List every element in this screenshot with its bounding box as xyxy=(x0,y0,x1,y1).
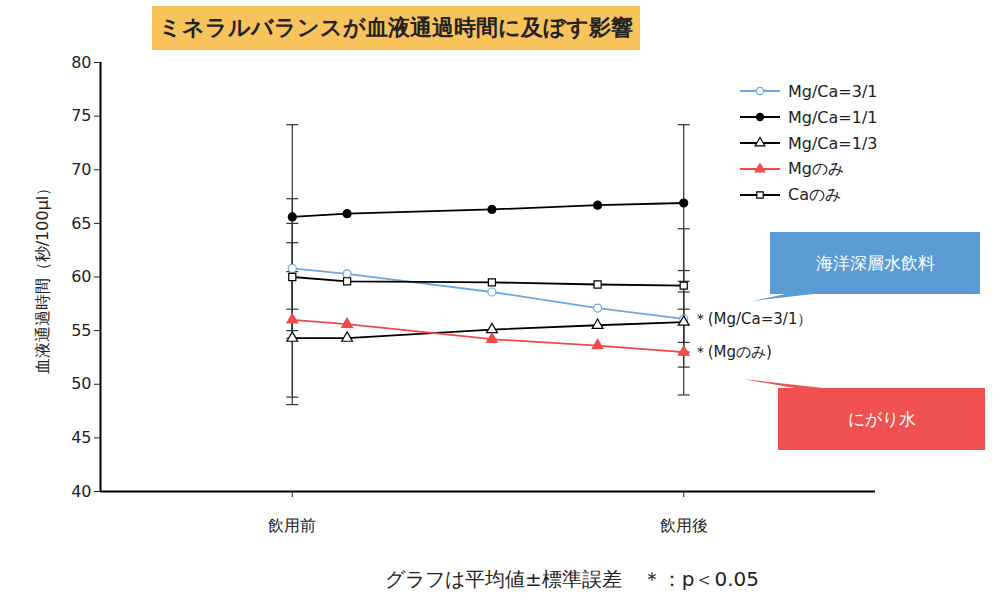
svg-text:飲用前: 飲用前 xyxy=(268,516,316,535)
svg-text:45: 45 xyxy=(71,428,91,447)
html-text:Caのみ: Caのみ xyxy=(788,184,841,204)
svg-text:50: 50 xyxy=(71,374,91,393)
svg-text:70: 70 xyxy=(71,160,91,179)
svg-text:血液通過時間（秒/100μl）: 血液通過時間（秒/100μl） xyxy=(33,180,52,375)
svg-text:＊(Mgのみ): ＊(Mgのみ) xyxy=(693,343,772,361)
svg-text:80: 80 xyxy=(71,53,91,72)
html-text:Mg/Ca=1/3: Mg/Ca=1/3 xyxy=(788,133,878,153)
svg-text:飲用後: 飲用後 xyxy=(660,516,708,535)
svg-text:75: 75 xyxy=(71,106,91,125)
svg-text:＊(Mg/Ca=3/1）: ＊(Mg/Ca=3/1） xyxy=(693,310,813,328)
svg-text:60: 60 xyxy=(71,267,91,286)
svg-text:65: 65 xyxy=(71,213,91,232)
html-text:にがり水: にがり水 xyxy=(847,408,916,429)
html-text:ミネラルバランスが血液通過時間に及ぼす影響: ミネラルバランスが血液通過時間に及ぼす影響 xyxy=(159,15,633,40)
html-text:グラフは平均値±標準誤差 ＊：p＜0.05: グラフは平均値±標準誤差 ＊：p＜0.05 xyxy=(385,567,759,591)
html-text:海洋深層水飲料: 海洋深層水飲料 xyxy=(815,252,935,273)
html-text:Mg/Ca=1/1: Mg/Ca=1/1 xyxy=(788,107,878,127)
html-text:Mgのみ: Mgのみ xyxy=(788,158,844,178)
html-text:Mg/Ca=3/1: Mg/Ca=3/1 xyxy=(788,81,878,101)
svg-text:55: 55 xyxy=(71,321,91,340)
svg-text:40: 40 xyxy=(71,482,91,501)
